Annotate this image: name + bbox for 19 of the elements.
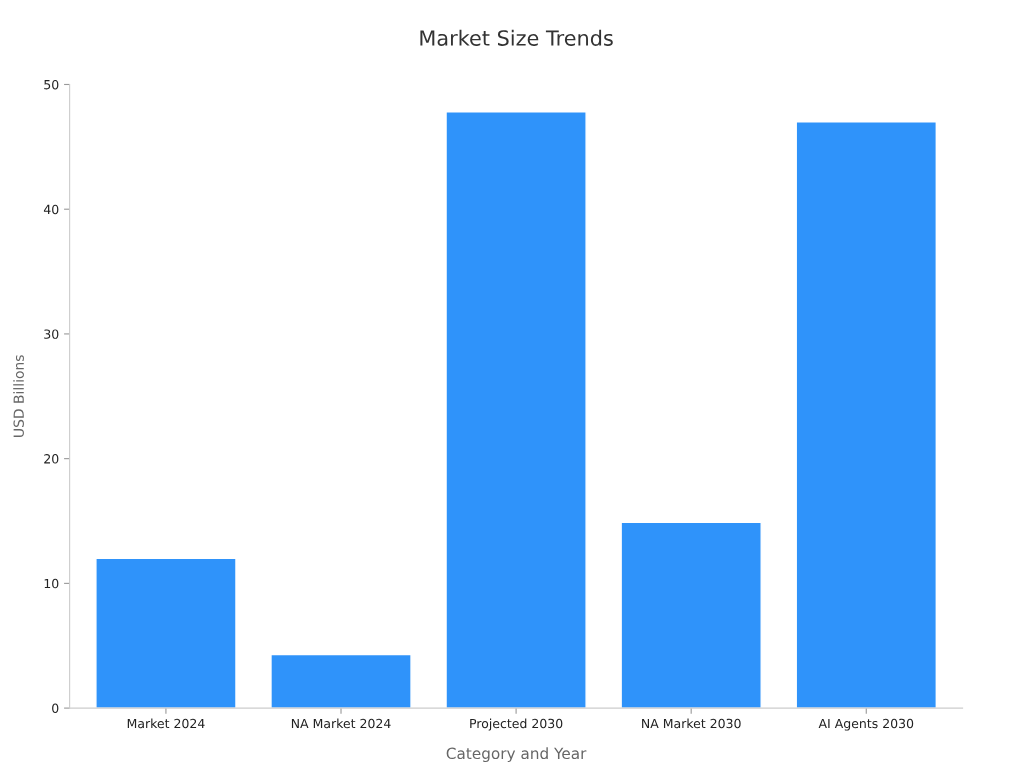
x-axis-title: Category and Year — [446, 747, 587, 763]
bar — [445, 111, 587, 709]
bar — [795, 121, 937, 709]
y-tick-label: 10 — [44, 578, 59, 589]
x-tick-label: AI Agents 2030 — [818, 718, 914, 731]
y-tick-label: 50 — [44, 79, 59, 90]
chart-title: Market Size Trends — [420, 29, 613, 46]
x-tick-label: Market 2024 — [127, 718, 205, 729]
bar — [95, 557, 237, 709]
x-tick-label: Projected 2030 — [470, 718, 563, 731]
y-tick-label: 40 — [43, 204, 59, 215]
y-tick-label: 30 — [44, 329, 59, 339]
x-tick-label: NA Market 2024 — [291, 718, 391, 729]
y-tick-label: 20 — [44, 454, 59, 464]
bar — [270, 653, 412, 709]
y-tick-label: 0 — [52, 703, 59, 714]
bar — [620, 521, 762, 709]
x-tick-label: NA Market 2030 — [642, 718, 741, 729]
y-axis-title: USD Billions — [13, 355, 24, 437]
